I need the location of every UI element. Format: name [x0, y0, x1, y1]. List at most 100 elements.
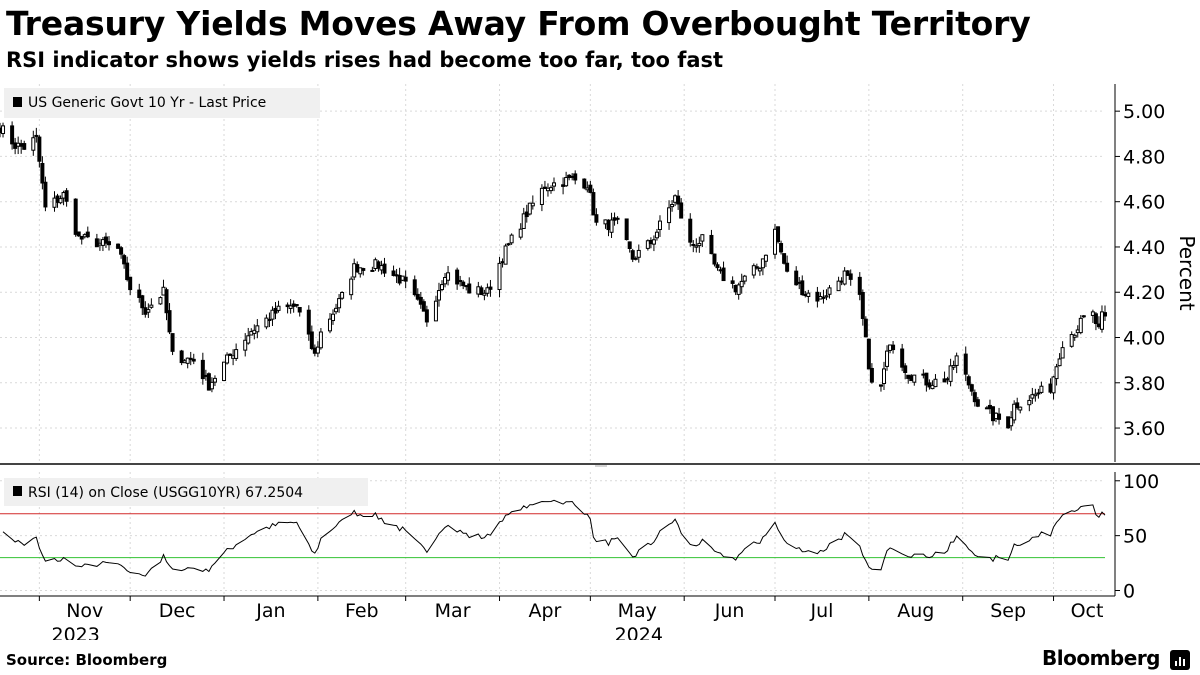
candle-body: [22, 143, 27, 150]
candle-body: [997, 413, 1002, 420]
x-month-label: Jul: [809, 600, 833, 622]
candle-body: [467, 283, 472, 294]
candle-body: [306, 309, 311, 335]
candle-body: [264, 317, 269, 328]
candle-body: [85, 231, 90, 238]
price-y-ticks: 5.00 4.80 4.60 4.40 4.20 4.00 3.80 3.60: [1115, 101, 1165, 440]
candle-body: [297, 306, 302, 313]
rsi-legend-box: [4, 478, 368, 506]
candle-body: [836, 280, 841, 292]
candle-body: [670, 204, 675, 208]
candle-body: [461, 281, 466, 287]
candle-body: [327, 318, 332, 332]
candle-body: [382, 263, 387, 274]
candle-body: [676, 195, 681, 205]
candlestick-series: [0, 121, 1107, 431]
candle-body: [800, 280, 805, 296]
candle-body: [1093, 313, 1098, 325]
candle-body: [103, 236, 108, 244]
candle-body: [1081, 315, 1086, 318]
candle-body: [415, 293, 420, 300]
candle-body: [146, 309, 151, 313]
x-axis-ticks: Nov Dec Jan Feb Mar Apr May Jun Jul Aug Sep Oct 2023…: [38, 596, 1103, 640]
x-month-label: Feb: [345, 600, 379, 622]
candle-body: [349, 278, 354, 296]
candle-body: [848, 273, 853, 280]
candle-body: [948, 365, 953, 382]
candle-body: [440, 284, 444, 291]
candle-body: [754, 266, 759, 269]
candle-body: [700, 234, 705, 242]
x-month-label: Jun: [714, 600, 745, 622]
candle-body: [697, 242, 702, 247]
candle-body: [149, 304, 154, 308]
x-month-label: Sep: [990, 600, 1026, 622]
price-y-tick-label: 4.40: [1123, 237, 1165, 259]
x-month-label: Nov: [66, 600, 103, 622]
candle-body: [715, 264, 720, 269]
candle-body: [891, 344, 896, 351]
candle-body: [694, 245, 699, 248]
x-month-label: Mar: [435, 600, 471, 622]
candle-body: [779, 243, 784, 253]
candle-body: [942, 378, 947, 383]
candle-body: [712, 253, 717, 265]
candle-body: [1054, 366, 1059, 380]
candle-body: [10, 125, 15, 145]
rsi-panel: RSI (14) on Close (USGG10YR) 67.2504 100…: [0, 471, 1159, 603]
candle-body: [370, 269, 375, 272]
candle-body: [975, 399, 980, 407]
price-y-tick-label: 3.80: [1123, 373, 1165, 395]
candle-body: [1103, 312, 1107, 317]
candle-body: [403, 276, 408, 282]
price-y-tick-label: 3.60: [1123, 418, 1165, 440]
candle-body: [588, 184, 593, 193]
candle-body: [506, 243, 511, 246]
rsi-line: [2, 499, 1106, 577]
candle-body: [1039, 385, 1044, 393]
price-y-tick-label: 5.00: [1123, 101, 1165, 123]
rsi-y-ticks: 100 50 0: [1115, 471, 1159, 603]
x-month-label: Aug: [897, 600, 934, 622]
candle-body: [869, 367, 874, 383]
candle-body: [391, 270, 396, 276]
candle-body: [806, 292, 811, 298]
candle-body: [627, 241, 632, 249]
candle-body: [527, 202, 532, 215]
candle-body: [228, 353, 233, 356]
candle-body: [1099, 311, 1104, 330]
candle-body: [845, 270, 850, 276]
candle-body: [564, 177, 569, 187]
candle-body: [827, 287, 832, 295]
rsi-y-tick-label: 0: [1123, 581, 1135, 603]
candle-body: [234, 349, 239, 359]
rsi-y-tick-label: 100: [1123, 471, 1159, 493]
candle-body: [657, 220, 662, 231]
candle-body: [615, 217, 620, 220]
candle-body: [288, 305, 293, 309]
candle-body: [1027, 399, 1032, 406]
candle-body: [591, 192, 596, 216]
candle-body: [340, 291, 345, 299]
candle-body: [539, 187, 544, 205]
candle-body: [857, 276, 862, 295]
candle-body: [122, 255, 127, 265]
candle-body: [458, 279, 463, 282]
candle-body: [924, 372, 929, 386]
candle-body: [164, 289, 169, 314]
candle-body: [903, 365, 908, 373]
candle-body: [212, 377, 217, 383]
rsi-y-tick-label: 50: [1123, 526, 1147, 548]
candle-body: [34, 134, 39, 137]
candle-body: [167, 310, 172, 333]
candle-body: [1030, 394, 1035, 399]
candle-body: [679, 202, 684, 219]
candle-body: [331, 313, 336, 322]
brand-logo-text: Bloomberg: [1042, 646, 1160, 670]
candle-body: [424, 309, 429, 323]
candle-body: [455, 269, 460, 285]
candle-body: [624, 218, 629, 241]
candle-body: [963, 353, 968, 375]
candle-body: [106, 241, 111, 246]
candle-body: [882, 368, 886, 385]
